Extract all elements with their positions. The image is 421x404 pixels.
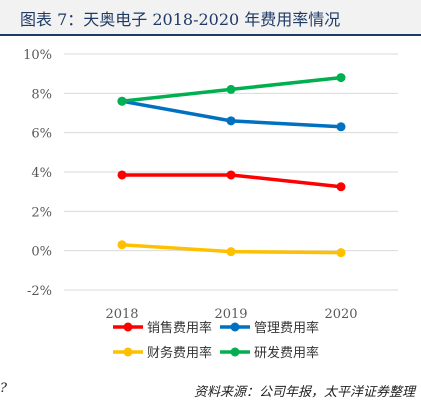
data-point	[117, 240, 127, 250]
data-point	[336, 122, 346, 132]
legend-item: 管理费用率	[220, 320, 319, 336]
footnote-marker: ?	[0, 381, 7, 396]
title-bar: 图表 7：天奥电子 2018-2020 年费用率情况	[0, 0, 421, 36]
data-point	[336, 182, 346, 192]
y-tick-label: 10%	[23, 48, 52, 63]
legend-item: 销售费用率	[113, 320, 212, 336]
series-layer	[117, 73, 346, 258]
legend-swatch-marker	[123, 322, 133, 332]
legend-item: 财务费用率	[113, 345, 212, 361]
x-tick-label: 2020	[324, 307, 357, 322]
source-note: 资料来源：公司年报，太平洋证券整理	[193, 385, 415, 400]
y-tick-label: 6%	[31, 127, 52, 142]
data-point	[226, 247, 236, 257]
y-tick-label: 0%	[31, 245, 52, 260]
legend-label: 销售费用率	[147, 320, 212, 336]
y-tick-label: 8%	[31, 87, 52, 102]
data-point	[226, 170, 236, 180]
y-tick-label: 4%	[31, 166, 52, 181]
data-point	[117, 170, 127, 180]
data-point	[226, 84, 236, 94]
chart-title: 图表 7：天奥电子 2018-2020 年费用率情况	[20, 10, 341, 29]
data-point	[226, 116, 236, 126]
legend-item: 研发费用率	[220, 345, 319, 361]
x-tick-label: 2019	[214, 307, 247, 322]
data-point	[117, 96, 127, 106]
legend-label: 管理费用率	[254, 320, 319, 336]
data-point	[336, 248, 346, 258]
legend-label: 研发费用率	[254, 345, 319, 361]
legend-swatch-marker	[230, 347, 240, 357]
legend-swatch-marker	[123, 347, 133, 357]
axis-layer: -2% 0% 2% 4% 6% 8% 10% 2018 2019 2020	[23, 48, 357, 322]
line-chart: -2% 0% 2% 4% 6% 8% 10% 2018 2019 2020 销售费用率 管理费用率财…	[23, 48, 398, 361]
y-tick-label: 2%	[31, 205, 52, 220]
legend-swatch-marker	[230, 322, 240, 332]
y-tick-label: -2%	[27, 284, 52, 299]
data-point	[336, 73, 346, 83]
x-tick-label: 2018	[105, 307, 138, 322]
legend-label: 财务费用率	[147, 345, 212, 361]
